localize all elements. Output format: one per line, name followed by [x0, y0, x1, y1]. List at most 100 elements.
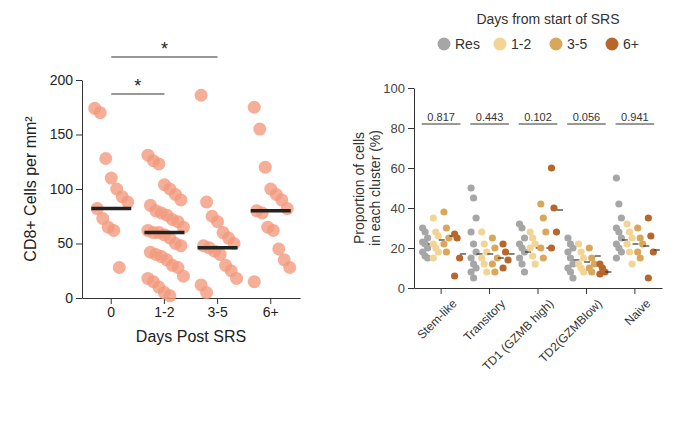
x-tick: Naive: [622, 288, 654, 328]
x-tick-mark: [634, 288, 635, 294]
point: [283, 261, 296, 274]
point: [163, 289, 176, 302]
point: [637, 254, 644, 261]
point: [430, 254, 437, 261]
y-axis: 020406080100: [383, 81, 414, 296]
point: [267, 224, 280, 237]
x-tick: Stem-like: [414, 288, 459, 342]
p-value-bar: [470, 124, 509, 125]
x-axis: Stem-likeTransitoryTD1 (GZMB high)TD2(GZ…: [414, 288, 662, 373]
point: [613, 174, 620, 181]
point: [94, 106, 107, 119]
point: [548, 164, 555, 171]
point: [550, 204, 557, 211]
point: [174, 193, 187, 206]
median-line: [91, 207, 131, 211]
y-tick-label: 100: [50, 181, 74, 197]
y-axis-title: in each cluster (%): [367, 130, 383, 246]
median-line: [251, 209, 291, 213]
y-tick-mark: [408, 248, 414, 249]
point: [626, 248, 633, 255]
point: [489, 234, 496, 241]
median-line: [498, 257, 504, 258]
median-line: [144, 231, 184, 235]
y-tick-label: 20: [391, 241, 405, 256]
y-tick-label: 80: [391, 121, 405, 136]
point: [489, 260, 496, 267]
x-tick: 0: [107, 298, 115, 320]
p-value-label: 0.443: [476, 111, 504, 123]
y-tick: 0: [398, 281, 414, 296]
point: [518, 260, 525, 267]
y-tick: 100: [383, 81, 414, 96]
x-tick-mark: [441, 288, 442, 294]
point: [532, 260, 539, 267]
point: [521, 234, 528, 241]
y-tick: 20: [391, 241, 414, 256]
point: [491, 244, 498, 251]
point: [443, 248, 450, 255]
point: [470, 194, 477, 201]
point: [443, 224, 450, 231]
point: [248, 101, 261, 114]
y-axis-line: [414, 89, 415, 289]
point: [586, 244, 593, 251]
point: [481, 260, 488, 267]
p-value-bar: [422, 124, 461, 125]
median-line: [633, 243, 639, 244]
x-tick-label: 0: [107, 304, 115, 320]
y-axis-title: CD8+ Cells per mm²: [22, 116, 39, 262]
y-axis: 050100150200: [50, 72, 83, 306]
point: [553, 228, 560, 235]
y-tick: 100: [50, 181, 82, 197]
y-axis-line: [82, 81, 83, 299]
point: [467, 184, 474, 191]
x-tick-label: TD2(GZMBlow): [536, 297, 605, 366]
point: [537, 200, 544, 207]
y-tick-mark: [76, 80, 82, 81]
y-tick-label: 50: [57, 235, 73, 251]
point: [440, 240, 447, 247]
point: [195, 89, 208, 102]
point: [521, 268, 528, 275]
plot-area: [88, 89, 296, 303]
p-value-bar: [519, 124, 558, 125]
p-value-label: 0.817: [427, 111, 455, 123]
point: [435, 248, 442, 255]
significance-label: *: [134, 76, 141, 96]
x-tick-label: 6+: [263, 304, 279, 320]
point: [628, 234, 635, 241]
point: [504, 256, 511, 263]
y-tick-mark: [408, 208, 414, 209]
legend-title: Days from start of SRS: [476, 11, 619, 27]
median-line: [605, 271, 611, 272]
y-tick: 80: [391, 121, 414, 136]
y-tick-mark: [76, 298, 82, 299]
point: [537, 244, 544, 251]
point: [470, 240, 477, 247]
point: [248, 275, 261, 288]
plot-area: [419, 164, 660, 281]
x-tick: 3-5: [207, 298, 227, 320]
point: [152, 157, 165, 170]
point: [596, 270, 603, 277]
legend-item: 1-2: [494, 36, 532, 52]
point: [200, 196, 213, 209]
point: [615, 200, 622, 207]
point: [502, 248, 509, 255]
point: [499, 240, 506, 247]
x-tick-label: 3-5: [207, 304, 227, 320]
x-tick-label: Transitory: [461, 297, 508, 344]
y-tick-label: 0: [398, 281, 405, 296]
legend-label: Res: [455, 36, 480, 52]
point: [259, 161, 272, 174]
point: [430, 214, 437, 221]
x-tick: Transitory: [461, 288, 508, 344]
point: [542, 228, 549, 235]
x-tick-label: 1-2: [154, 304, 174, 320]
y-tick-mark: [76, 189, 82, 190]
y-tick-mark: [408, 128, 414, 129]
median-line: [654, 249, 660, 250]
significance-label: *: [161, 39, 168, 59]
point: [580, 254, 587, 261]
